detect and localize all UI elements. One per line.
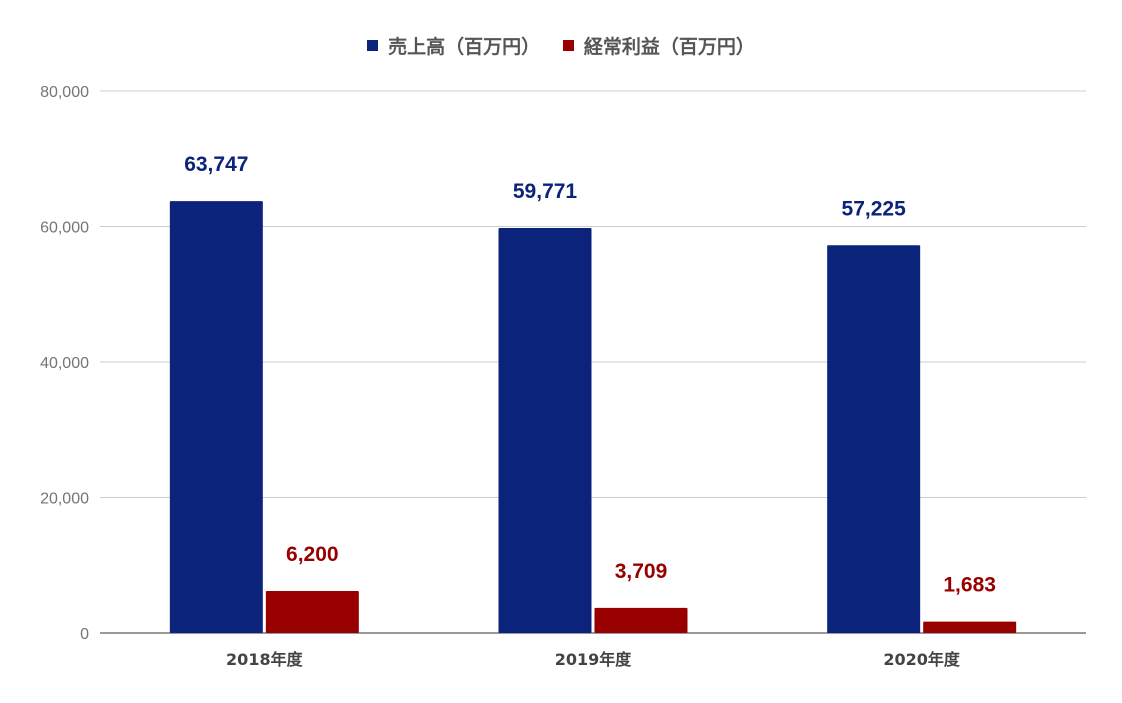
- y-tick-label: 20,000: [40, 491, 89, 508]
- sales-data-label: 59,771: [513, 180, 578, 203]
- profit-bar[interactable]: [594, 607, 688, 633]
- sales-bar[interactable]: [169, 201, 263, 633]
- sales-bar[interactable]: [498, 228, 592, 634]
- profit-data-label: 3,709: [615, 560, 668, 583]
- y-tick-label: 60,000: [40, 220, 89, 237]
- profit-bar[interactable]: [265, 590, 359, 633]
- profit-data-label: 1,683: [943, 574, 996, 597]
- x-tick-label: 2019年度: [555, 650, 633, 669]
- legend-swatch-profit: [562, 40, 574, 51]
- x-tick-label: 2018年度: [226, 650, 304, 669]
- legend-item-sales[interactable]: 売上高（百万円）: [367, 32, 540, 59]
- sales-data-label: 57,225: [842, 197, 907, 220]
- profit-data-label: 6,200: [286, 543, 339, 566]
- legend-label-sales: 売上高（百万円）: [388, 36, 541, 58]
- chart-legend: 売上高（百万円） 経常利益（百万円）: [0, 32, 1122, 59]
- profit-bar[interactable]: [923, 621, 1017, 633]
- sales-bar[interactable]: [827, 245, 921, 633]
- sales-data-label: 63,747: [184, 153, 248, 176]
- legend-item-profit[interactable]: 経常利益（百万円）: [562, 32, 755, 59]
- y-tick-label: 0: [80, 626, 89, 643]
- legend-label-profit: 経常利益（百万円）: [583, 36, 755, 58]
- legend-swatch-sales: [367, 40, 379, 51]
- y-tick-label: 80,000: [40, 84, 89, 101]
- x-tick-label: 2020年度: [883, 650, 961, 669]
- y-tick-label: 40,000: [40, 355, 89, 372]
